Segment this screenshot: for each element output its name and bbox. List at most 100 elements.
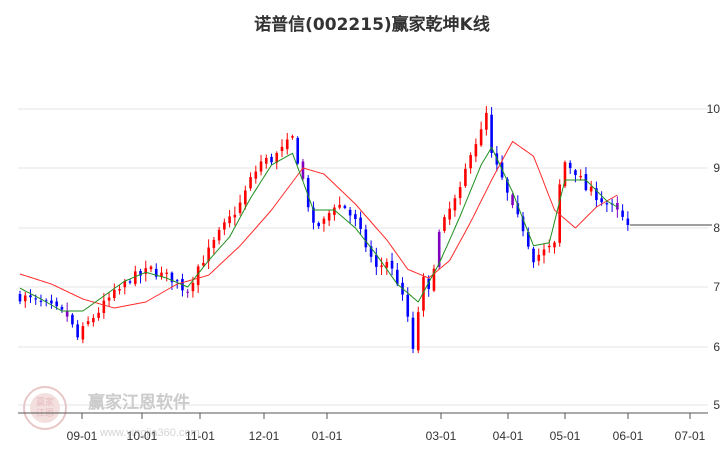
candle-body <box>621 210 624 217</box>
candle <box>359 211 362 235</box>
candle-body <box>333 207 336 215</box>
candle-body <box>175 280 179 282</box>
candle <box>432 264 436 293</box>
candle-body <box>437 231 441 267</box>
candle <box>354 209 357 227</box>
candle-body <box>233 214 237 218</box>
candle-body <box>605 203 609 205</box>
candle <box>259 154 263 176</box>
candle-body <box>44 300 48 302</box>
candle <box>18 290 22 305</box>
candle <box>50 294 53 309</box>
candle-body <box>191 282 195 292</box>
candle-body <box>18 293 22 302</box>
candle <box>474 138 478 163</box>
candle-body <box>547 245 551 248</box>
candle <box>485 106 488 136</box>
candle-body <box>65 310 69 317</box>
candle-body <box>521 216 525 232</box>
candle <box>416 306 420 354</box>
candle <box>375 247 378 276</box>
candle <box>327 210 331 227</box>
candle-body <box>81 326 85 340</box>
candle-body <box>149 266 153 270</box>
candle-body <box>526 232 530 247</box>
y-tick-label: 5 <box>713 398 720 412</box>
watermark-logo: 赢家 江恩 <box>23 386 67 430</box>
candle <box>579 169 582 181</box>
candle-body <box>296 137 300 164</box>
candle-body <box>34 298 38 300</box>
candle <box>139 268 142 284</box>
candle-body <box>375 254 378 267</box>
candle-body <box>395 269 399 285</box>
candle <box>343 204 347 210</box>
candle-body <box>584 174 588 191</box>
candle <box>92 314 95 327</box>
candle-body <box>133 271 137 284</box>
candle <box>86 316 90 327</box>
candle <box>113 283 116 302</box>
candle <box>458 181 462 205</box>
candle-body <box>348 209 352 216</box>
candle <box>238 194 242 216</box>
candle-body <box>563 162 567 187</box>
candle-body <box>542 249 546 256</box>
candle-body <box>411 317 415 349</box>
candle <box>584 167 588 192</box>
candle <box>207 239 210 270</box>
candle <box>364 224 368 252</box>
candle-body <box>275 153 279 163</box>
candle-body <box>553 242 556 248</box>
candle <box>275 151 279 170</box>
candle <box>76 320 79 340</box>
y-tick-label: 10 <box>707 102 721 116</box>
candle <box>390 252 394 276</box>
candle-body <box>144 268 148 274</box>
candle-body <box>458 187 462 199</box>
candle-body <box>291 136 294 138</box>
candle <box>144 260 148 282</box>
candle-body <box>485 112 488 130</box>
candle-body <box>76 324 79 338</box>
candle-body <box>558 184 562 243</box>
candle-body <box>128 281 132 283</box>
candle-body <box>306 178 310 208</box>
candle-body <box>343 205 347 208</box>
candle <box>291 134 294 140</box>
candle-body <box>490 114 493 153</box>
candle <box>102 293 106 319</box>
chart-title: 诺普信(002215)赢家乾坤K线 <box>254 14 490 35</box>
candle-body <box>422 276 425 311</box>
y-tick-label: 6 <box>713 340 720 354</box>
candle <box>521 211 525 237</box>
candle <box>217 226 221 245</box>
candle-body <box>416 312 420 351</box>
candle-body <box>448 208 451 220</box>
x-tick-label: 10-01 <box>127 429 158 443</box>
candle <box>589 180 593 196</box>
x-tick-label: 11-01 <box>185 429 215 443</box>
candle <box>385 258 389 275</box>
candle <box>563 160 567 189</box>
candle-body <box>102 300 106 314</box>
candle-body <box>589 186 593 192</box>
x-tick-label: 06-01 <box>613 429 644 443</box>
candle <box>306 175 310 212</box>
candle <box>338 196 341 210</box>
candle-body <box>170 272 174 283</box>
candle-body <box>506 179 509 193</box>
candle <box>228 210 231 228</box>
candle-body <box>406 294 410 317</box>
candle-body <box>217 229 221 241</box>
x-tick-label: 05-01 <box>550 429 581 443</box>
candle <box>165 268 169 282</box>
candle <box>107 292 111 307</box>
candle-body <box>202 262 205 266</box>
candle <box>511 193 514 209</box>
candle <box>537 248 541 266</box>
candle <box>254 165 258 184</box>
candle-body <box>160 272 163 277</box>
axes: 09-01 10-01 11-01 12-01 01-01 03-01 04-01 05-01… <box>18 412 708 443</box>
candle <box>196 264 200 293</box>
